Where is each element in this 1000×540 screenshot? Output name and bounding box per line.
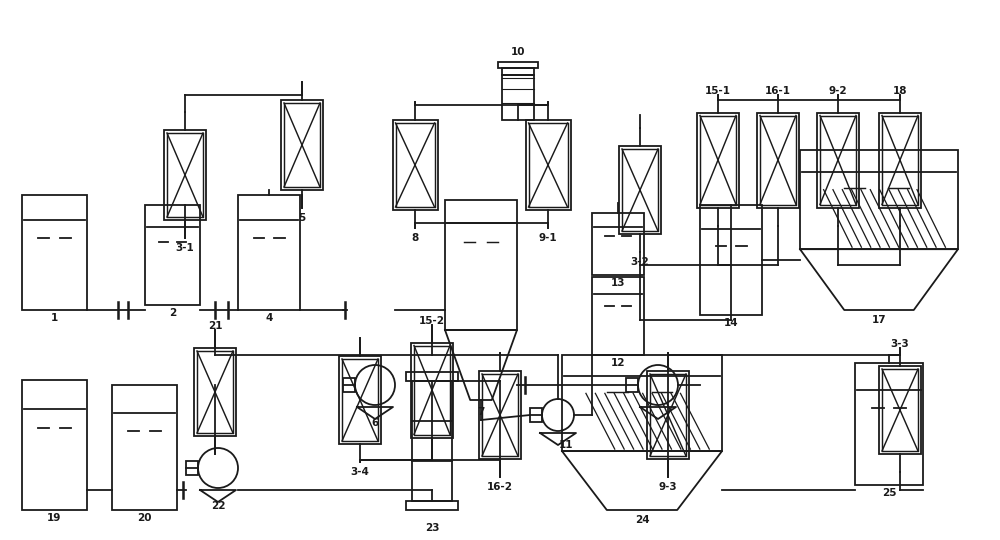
Text: 17: 17 [872,315,886,325]
Text: 11: 11 [559,440,573,450]
Text: 21: 21 [208,321,222,331]
Text: 6: 6 [371,418,379,428]
Bar [479,371,521,459]
Bar [760,116,796,205]
Bar [396,123,434,207]
Bar [284,103,320,187]
Text: 12: 12 [611,358,625,368]
Bar [817,112,859,207]
Bar [406,372,458,381]
Text: 9-2: 9-2 [829,85,847,96]
Bar [592,213,644,275]
Bar [406,501,458,510]
Text: 25: 25 [882,488,896,498]
Bar [392,120,438,210]
Text: 3-4: 3-4 [351,467,369,477]
Bar [411,342,453,437]
Text: 20: 20 [137,513,152,523]
Bar [622,149,658,231]
Bar [528,123,568,207]
Bar [619,146,661,234]
Bar [882,369,918,451]
Text: 16-1: 16-1 [765,85,791,96]
Bar [186,461,198,475]
Bar [482,374,518,456]
Bar [526,120,570,210]
Bar [502,76,534,120]
Text: 19: 19 [47,513,62,523]
Text: 23: 23 [425,523,439,533]
Text: 3-1: 3-1 [176,243,194,253]
Bar [502,68,534,76]
Bar [445,200,517,330]
Bar [238,195,300,310]
Text: 3-2: 3-2 [631,257,649,267]
Bar [22,380,87,510]
Text: 4: 4 [265,313,273,323]
Bar [412,381,452,501]
Bar [697,112,739,207]
Bar [167,133,203,217]
Text: 5: 5 [298,213,306,223]
Bar [800,150,958,249]
Bar [343,378,355,392]
Bar [592,277,644,355]
Bar [112,385,177,510]
Bar [879,112,921,207]
Bar [626,378,638,392]
Bar [562,355,722,451]
Text: 9-1: 9-1 [539,233,557,243]
Text: 8: 8 [411,233,419,243]
Bar [855,363,923,485]
Text: 2: 2 [169,308,176,318]
Bar [339,356,381,444]
Text: 16-2: 16-2 [487,482,513,492]
Text: 9-3: 9-3 [659,482,677,492]
Text: 7: 7 [477,407,485,417]
Bar [700,205,762,315]
Bar [650,374,686,456]
Bar [882,116,918,205]
Text: 22: 22 [211,501,225,511]
Text: 18: 18 [893,85,907,96]
Bar [414,346,450,435]
Text: 10: 10 [511,47,525,57]
Bar [22,195,87,310]
Bar [530,408,542,422]
Bar [879,366,921,454]
Bar [820,116,856,205]
Text: 14: 14 [724,318,738,328]
Text: 15-2: 15-2 [419,315,445,326]
Bar [145,205,200,305]
Bar [281,100,323,190]
Bar [498,62,538,68]
Text: 1: 1 [51,313,58,323]
Text: 24: 24 [635,515,649,525]
Text: 3-3: 3-3 [891,339,909,349]
Bar [197,351,233,433]
Bar [342,359,378,441]
Text: 13: 13 [611,278,625,288]
Bar [164,130,206,220]
Bar [647,371,689,459]
Bar [194,348,236,436]
Bar [757,112,799,207]
Bar [700,116,736,205]
Text: 15-1: 15-1 [705,85,731,96]
